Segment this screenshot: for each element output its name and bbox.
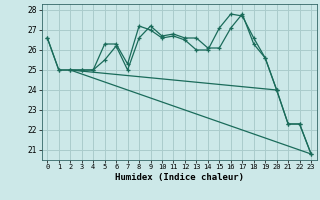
X-axis label: Humidex (Indice chaleur): Humidex (Indice chaleur) bbox=[115, 173, 244, 182]
